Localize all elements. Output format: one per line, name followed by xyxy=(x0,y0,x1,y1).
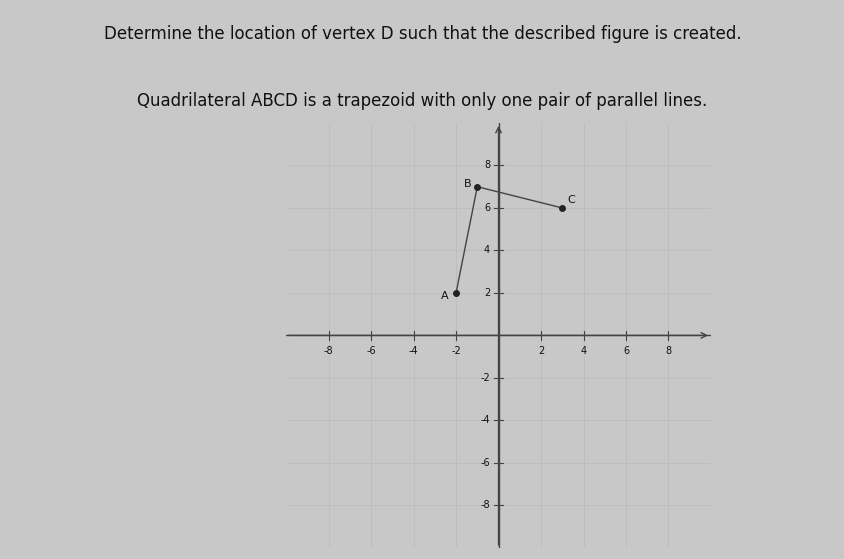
Text: -2: -2 xyxy=(451,346,460,356)
Text: 4: 4 xyxy=(484,245,490,255)
Text: -8: -8 xyxy=(480,500,490,510)
Text: -6: -6 xyxy=(365,346,376,356)
Text: Determine the location of vertex D such that the described figure is created.: Determine the location of vertex D such … xyxy=(104,25,740,44)
Text: -8: -8 xyxy=(323,346,333,356)
Text: -4: -4 xyxy=(480,415,490,425)
Text: C: C xyxy=(567,195,575,205)
Text: -2: -2 xyxy=(479,373,490,383)
Text: Quadrilateral ABCD is a trapezoid with only one pair of parallel lines.: Quadrilateral ABCD is a trapezoid with o… xyxy=(138,92,706,110)
Text: 8: 8 xyxy=(664,346,671,356)
Text: 6: 6 xyxy=(622,346,628,356)
Text: A: A xyxy=(441,291,448,301)
Text: B: B xyxy=(463,179,471,189)
Text: 4: 4 xyxy=(580,346,586,356)
Text: 2: 2 xyxy=(538,346,544,356)
Text: -6: -6 xyxy=(480,458,490,468)
Text: 6: 6 xyxy=(484,203,490,213)
Text: 8: 8 xyxy=(484,160,490,170)
Text: 2: 2 xyxy=(484,288,490,298)
Text: -4: -4 xyxy=(408,346,418,356)
